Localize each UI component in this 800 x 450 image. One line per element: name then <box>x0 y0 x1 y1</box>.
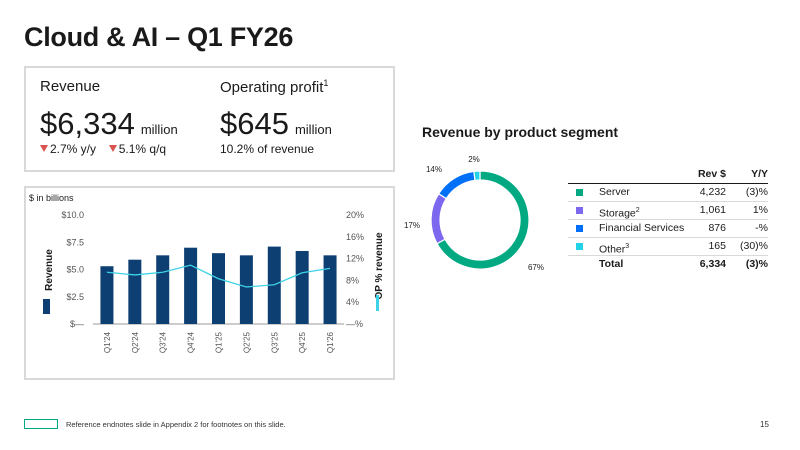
y-left-tick-label: $7.5 <box>66 237 84 247</box>
op-percent-line <box>106 264 331 288</box>
page-title: Cloud & AI – Q1 FY26 <box>24 22 294 52</box>
table-row: Other3 165 (30)% <box>568 238 768 256</box>
x-tick-label: Q2'24 <box>131 331 140 353</box>
footnote-marker: 1 <box>323 78 329 88</box>
total-rev: 6,334 <box>699 258 726 270</box>
revenue-op-combo-chart: $ in billions $— $2.5 $5.0 $7.5 $10.0 —% 4% 8% 12… <box>29 193 385 353</box>
op-legend-swatch <box>376 295 379 311</box>
revenue-bar <box>100 266 114 324</box>
legend-swatch <box>576 225 583 232</box>
footer-note: Reference endnotes slide in Appendix 2 f… <box>66 420 286 429</box>
segment-name: Financial Services <box>599 222 685 234</box>
table-header: Rev $ Y/Y <box>568 166 768 184</box>
storage-slice <box>430 192 448 245</box>
y-left-axis-label: Revenue <box>44 249 55 291</box>
x-tick-label: Q3'24 <box>159 331 168 353</box>
revenue-bar <box>212 253 225 324</box>
y-left-tick-label: $— <box>70 319 84 329</box>
revenue-bar <box>239 255 253 324</box>
page-number: 15 <box>760 420 769 429</box>
y-right-tick-label: 4% <box>346 297 359 307</box>
legend-swatch <box>576 243 583 250</box>
down-triangle-icon <box>40 145 48 152</box>
table-row: Storage2 1,061 1% <box>568 202 768 220</box>
legend-swatch <box>576 189 583 196</box>
y-right-tick-label: 12% <box>346 254 364 264</box>
revenue-yy-change: 2.7% y/y <box>50 142 97 156</box>
segment-yy: -% <box>755 222 768 234</box>
slice-value-label: 2% <box>468 155 480 164</box>
table-total-row: Total 6,334 (3)% <box>568 256 768 273</box>
revenue-bar <box>323 255 337 324</box>
slice-value-label: 67% <box>528 263 544 272</box>
slice-value-label: 17% <box>404 221 420 230</box>
segment-name: Storage2 <box>599 207 640 220</box>
footnote-marker: 2 <box>635 207 640 214</box>
financial-services-slice <box>437 170 476 200</box>
operating-profit-unit: million <box>294 122 332 137</box>
rev-column-header: Rev $ <box>697 168 726 180</box>
y-right-axis-label: OP % revenue <box>374 232 385 300</box>
segment-name: Server <box>599 186 630 198</box>
segment-chart-title: Revenue by product segment <box>422 124 619 140</box>
kpi-panel: Revenue $6,334 million 2.7% y/y 5.1% q/q … <box>24 66 395 172</box>
y-right-tick-label: —% <box>346 319 363 329</box>
x-tick-label: Q4'25 <box>298 331 307 353</box>
segment-rev: 165 <box>708 240 726 252</box>
x-tick-label: Q3'25 <box>270 331 279 353</box>
revenue-bar <box>128 259 142 324</box>
segment-donut-chart: 67% 17% 14% 2% <box>404 155 544 272</box>
other-slice <box>473 170 481 181</box>
x-tick-label: Q1'26 <box>326 331 335 353</box>
yy-column-header: Y/Y <box>751 168 768 180</box>
revenue-label: Revenue <box>40 78 101 95</box>
revenue-value: $6,334 <box>40 106 135 141</box>
x-tick-label: Q1'25 <box>215 331 224 353</box>
revenue-kpi: Revenue $6,334 million 2.7% y/y 5.1% q/q <box>40 78 178 156</box>
segment-yy: (30)% <box>739 240 768 252</box>
x-tick-label: Q2'25 <box>242 331 251 353</box>
operating-profit-label: Operating profit <box>220 79 324 96</box>
revenue-unit: million <box>140 122 178 137</box>
x-tick-label: Q1'24 <box>103 331 112 353</box>
segment-name: Other3 <box>599 243 630 256</box>
revenue-qq-change: 5.1% q/q <box>118 142 167 156</box>
revenue-bar <box>295 250 309 324</box>
segment-rev: 876 <box>708 222 726 234</box>
revenue-legend-swatch <box>43 299 50 314</box>
segment-yy: 1% <box>752 204 768 216</box>
down-triangle-icon <box>108 145 117 152</box>
y-right-tick-label: 8% <box>346 275 359 285</box>
revenue-bar <box>156 255 170 324</box>
slice-value-label: 14% <box>426 165 442 174</box>
table-row: Server 4,232 (3)% <box>568 184 768 202</box>
y-right-tick-label: 16% <box>346 232 364 242</box>
table-row: Financial Services 876 -% <box>568 220 768 238</box>
y-left-tick-label: $10.0 <box>61 210 84 220</box>
total-label: Total <box>599 258 624 270</box>
segment-rev: 4,232 <box>699 186 726 198</box>
segment-yy: (3)% <box>745 186 768 198</box>
segment-table: Rev $ Y/Y Server 4,232 (3)% Storage2 1,061 1%… <box>568 166 768 273</box>
operating-profit-margin: 10.2% of revenue <box>220 142 315 156</box>
operating-profit-kpi: Operating profit1 $645 million 10.2% of r… <box>220 78 332 156</box>
footnote-marker: 3 <box>625 243 630 250</box>
units-note: $ in billions <box>29 193 74 203</box>
revenue-bar <box>184 247 198 324</box>
y-left-tick-label: $5.0 <box>66 265 84 275</box>
y-left-tick-label: $2.5 <box>66 292 84 302</box>
revenue-chart-panel: $ in billions $— $2.5 $5.0 $7.5 $10.0 —% 4% 8% 12… <box>24 186 395 380</box>
x-tick-label: Q4'24 <box>187 331 196 353</box>
total-yy: (3)% <box>745 258 768 270</box>
legend-swatch <box>576 207 583 214</box>
y-right-tick-label: 20% <box>346 210 364 220</box>
operating-profit-value: $645 <box>220 106 289 141</box>
segment-rev: 1,061 <box>699 204 726 216</box>
brand-bar-logo <box>24 419 58 429</box>
